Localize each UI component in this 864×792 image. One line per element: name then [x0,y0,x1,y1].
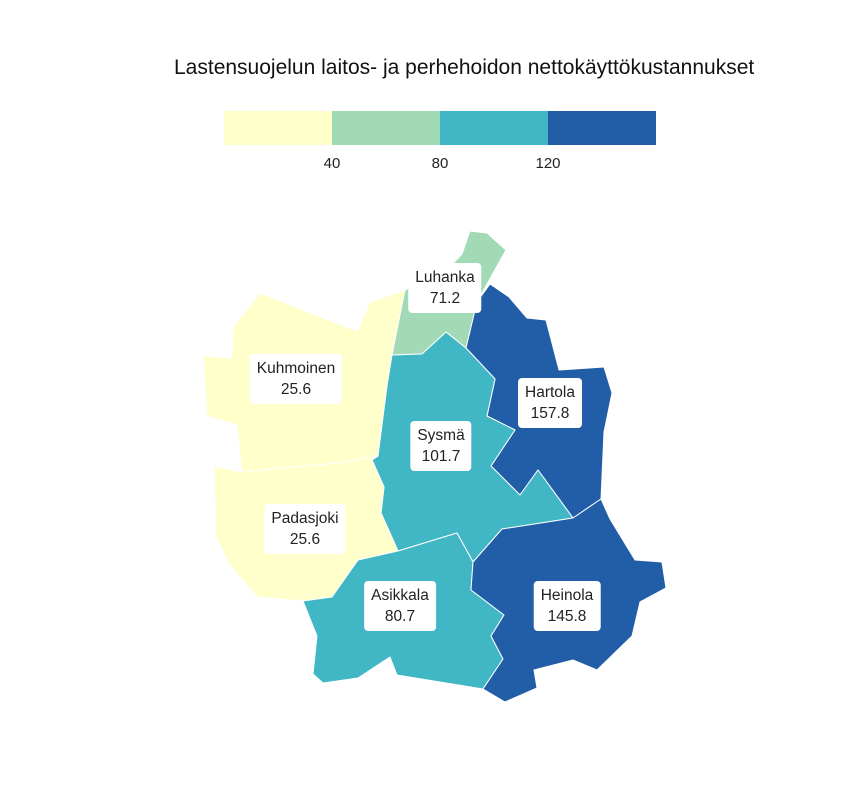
legend-color-bar [224,111,656,145]
legend-swatch-3 [440,111,548,145]
label-value: 101.7 [421,448,461,465]
legend-tick-80: 80 [431,155,449,172]
label-value: 157.8 [530,405,570,422]
label-value: 25.6 [280,381,312,398]
label-luhanka: Luhanka 71.2 [408,263,482,313]
label-heinola: Heinola 145.8 [533,581,601,631]
label-hartola: Hartola 157.8 [518,378,582,428]
legend-tick-40: 40 [323,155,341,172]
label-kuhmoinen: Kuhmoinen 25.6 [249,354,343,404]
label-name: Sysmä [417,427,465,444]
label-asikkala: Asikkala 80.7 [364,581,436,631]
label-value: 80.7 [384,608,416,625]
label-name: Padasjoki [271,510,339,527]
legend-swatch-1 [224,111,332,145]
label-padasjoki: Padasjoki 25.6 [264,504,346,554]
label-name: Luhanka [415,269,475,286]
label-sysma: Sysmä 101.7 [410,421,472,471]
legend-swatch-4 [548,111,656,145]
label-value: 71.2 [429,290,461,307]
map-title: Lastensuojelun laitos- ja perhehoidon ne… [174,56,755,79]
label-name: Heinola [540,587,594,604]
legend-tick-120: 120 [535,155,561,172]
label-value: 25.6 [289,531,321,548]
label-name: Asikkala [371,587,429,604]
label-name: Hartola [525,384,575,401]
label-name: Kuhmoinen [256,360,336,377]
legend-swatch-2 [332,111,440,145]
label-value: 145.8 [547,608,587,625]
